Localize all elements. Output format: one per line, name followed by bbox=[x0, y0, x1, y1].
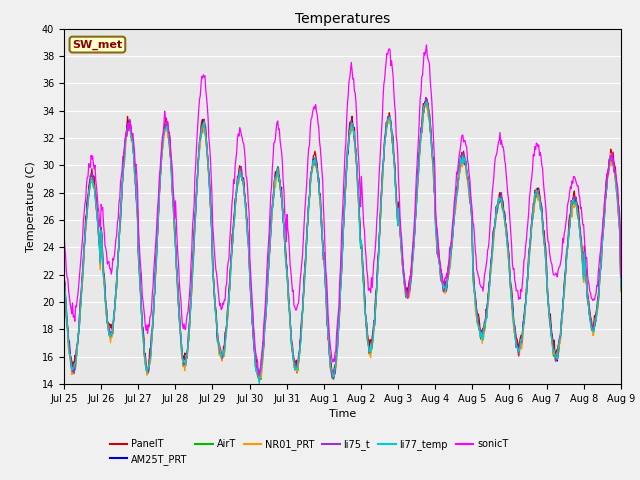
X-axis label: Time: Time bbox=[329, 409, 356, 419]
sonicT bbox=[184, 309, 192, 315]
AM25T_PRT bbox=[184, 341, 192, 347]
li75_t bbox=[214, 329, 221, 335]
AirT bbox=[330, 376, 337, 382]
AirT bbox=[70, 371, 78, 377]
li77_temp bbox=[422, 99, 430, 105]
AirT bbox=[617, 288, 625, 294]
PanelT bbox=[428, 150, 436, 156]
AirT bbox=[214, 330, 221, 336]
AirT bbox=[422, 97, 430, 103]
sonicT bbox=[428, 98, 436, 104]
li75_t bbox=[70, 370, 78, 375]
li75_t bbox=[428, 144, 436, 150]
li77_temp bbox=[60, 273, 68, 278]
Line: PanelT: PanelT bbox=[64, 98, 621, 380]
AM25T_PRT bbox=[127, 130, 135, 135]
Legend: PanelT, AM25T_PRT, AirT, NR01_PRT, li75_t, li77_temp, sonicT: PanelT, AM25T_PRT, AirT, NR01_PRT, li75_… bbox=[106, 435, 512, 468]
NR01_PRT bbox=[184, 348, 192, 353]
AM25T_PRT bbox=[428, 145, 436, 151]
Line: NR01_PRT: NR01_PRT bbox=[64, 106, 621, 382]
sonicT bbox=[127, 129, 135, 135]
Y-axis label: Temperature (C): Temperature (C) bbox=[26, 161, 36, 252]
li75_t bbox=[422, 95, 429, 100]
NR01_PRT bbox=[428, 148, 436, 154]
NR01_PRT bbox=[411, 228, 419, 234]
li75_t bbox=[184, 342, 192, 348]
sonicT bbox=[214, 279, 221, 285]
NR01_PRT bbox=[127, 132, 135, 138]
PanelT bbox=[127, 135, 135, 141]
PanelT bbox=[422, 95, 430, 101]
NR01_PRT bbox=[60, 277, 68, 283]
li75_t bbox=[255, 376, 263, 382]
PanelT bbox=[70, 364, 78, 370]
li77_temp bbox=[214, 330, 221, 336]
PanelT bbox=[411, 225, 419, 230]
li77_temp bbox=[428, 146, 436, 152]
sonicT bbox=[422, 42, 430, 48]
AirT bbox=[127, 138, 135, 144]
sonicT bbox=[60, 231, 68, 237]
Line: sonicT: sonicT bbox=[64, 45, 621, 375]
PanelT bbox=[60, 275, 68, 280]
PanelT bbox=[617, 279, 625, 285]
PanelT bbox=[257, 377, 264, 383]
Title: Temperatures: Temperatures bbox=[295, 12, 390, 26]
Line: li77_temp: li77_temp bbox=[64, 102, 621, 384]
NR01_PRT bbox=[214, 327, 221, 333]
li77_temp bbox=[255, 381, 263, 387]
Line: li75_t: li75_t bbox=[64, 97, 621, 379]
li75_t bbox=[411, 228, 419, 233]
li75_t bbox=[60, 276, 68, 281]
NR01_PRT bbox=[70, 370, 78, 375]
AM25T_PRT bbox=[411, 227, 419, 232]
li77_temp bbox=[617, 286, 625, 291]
AM25T_PRT bbox=[255, 378, 263, 384]
AirT bbox=[184, 345, 192, 350]
AM25T_PRT bbox=[70, 369, 78, 374]
AirT bbox=[60, 272, 68, 278]
li77_temp bbox=[127, 132, 135, 138]
PanelT bbox=[184, 341, 192, 347]
sonicT bbox=[255, 372, 262, 378]
AM25T_PRT bbox=[214, 334, 221, 340]
sonicT bbox=[411, 211, 419, 217]
PanelT bbox=[214, 338, 221, 344]
Line: AirT: AirT bbox=[64, 100, 621, 379]
li75_t bbox=[127, 130, 135, 136]
AM25T_PRT bbox=[421, 99, 429, 105]
Text: SW_met: SW_met bbox=[72, 39, 122, 50]
sonicT bbox=[617, 274, 625, 280]
Line: AM25T_PRT: AM25T_PRT bbox=[64, 102, 621, 381]
NR01_PRT bbox=[255, 379, 263, 384]
NR01_PRT bbox=[617, 288, 625, 294]
sonicT bbox=[70, 312, 78, 318]
AM25T_PRT bbox=[617, 288, 625, 293]
li77_temp bbox=[70, 364, 78, 370]
AirT bbox=[411, 226, 419, 232]
li75_t bbox=[617, 284, 625, 290]
AM25T_PRT bbox=[60, 276, 68, 282]
AirT bbox=[428, 148, 436, 154]
NR01_PRT bbox=[422, 103, 429, 108]
li77_temp bbox=[184, 343, 192, 348]
li77_temp bbox=[411, 227, 419, 232]
